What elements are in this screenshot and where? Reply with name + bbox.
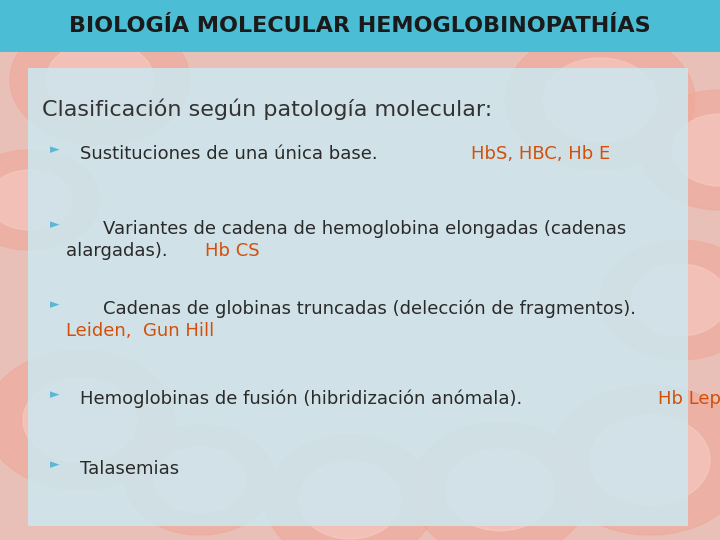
Text: Talasemias: Talasemias [80, 460, 179, 478]
Ellipse shape [505, 30, 695, 170]
Ellipse shape [446, 449, 554, 531]
Text: Hb Lepore: Hb Lepore [658, 390, 720, 408]
Text: Hemoglobinas de fusión (hibridización anómala).: Hemoglobinas de fusión (hibridización an… [80, 390, 528, 408]
Text: alargadas).: alargadas). [66, 242, 174, 260]
Text: Clasificación según patología molecular:: Clasificación según patología molecular: [42, 98, 492, 119]
Text: ►: ► [50, 388, 60, 401]
Ellipse shape [23, 378, 137, 462]
Text: Variantes de cadena de hemoglobina elongadas (cadenas: Variantes de cadena de hemoglobina elong… [80, 220, 626, 238]
Ellipse shape [299, 461, 401, 539]
Ellipse shape [632, 264, 720, 336]
Ellipse shape [640, 90, 720, 210]
Text: Hb CS: Hb CS [204, 242, 259, 260]
Text: HbS, HBC, Hb E: HbS, HBC, Hb E [472, 145, 611, 163]
Ellipse shape [155, 447, 245, 513]
Text: ►: ► [50, 143, 60, 156]
Ellipse shape [10, 15, 190, 145]
Ellipse shape [550, 385, 720, 535]
Ellipse shape [0, 170, 72, 230]
Text: Sustituciones de una única base.: Sustituciones de una única base. [80, 145, 383, 163]
Ellipse shape [672, 114, 720, 186]
Ellipse shape [125, 425, 275, 535]
FancyBboxPatch shape [28, 68, 688, 526]
Ellipse shape [0, 350, 175, 490]
Ellipse shape [410, 422, 590, 540]
Text: ►: ► [50, 218, 60, 231]
Ellipse shape [543, 58, 657, 142]
Ellipse shape [0, 150, 100, 250]
Text: BIOLOGÍA MOLECULAR HEMOGLOBINOPATHÍAS: BIOLOGÍA MOLECULAR HEMOGLOBINOPATHÍAS [69, 16, 651, 36]
Text: ►: ► [50, 458, 60, 471]
Text: Leiden,  Gun Hill: Leiden, Gun Hill [66, 322, 215, 340]
Text: ►: ► [50, 298, 60, 311]
Bar [0, 0, 720, 52]
Ellipse shape [600, 240, 720, 360]
Ellipse shape [590, 415, 710, 505]
Text: Cadenas de globinas truncadas (delección de fragmentos).: Cadenas de globinas truncadas (delección… [80, 300, 642, 319]
Ellipse shape [46, 41, 154, 119]
Ellipse shape [265, 435, 435, 540]
